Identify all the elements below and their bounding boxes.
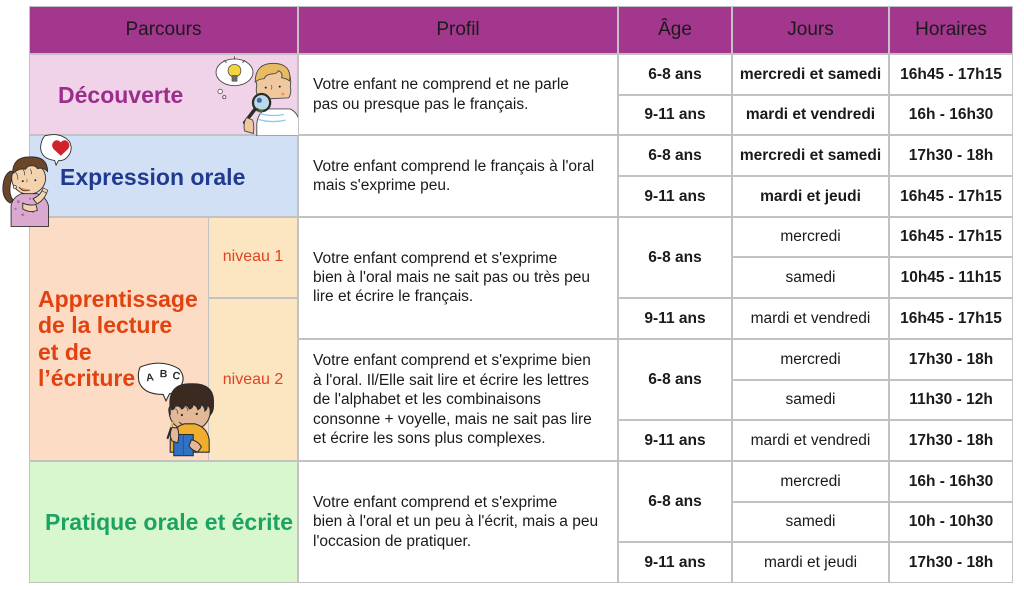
svg-text:B: B — [159, 368, 167, 380]
